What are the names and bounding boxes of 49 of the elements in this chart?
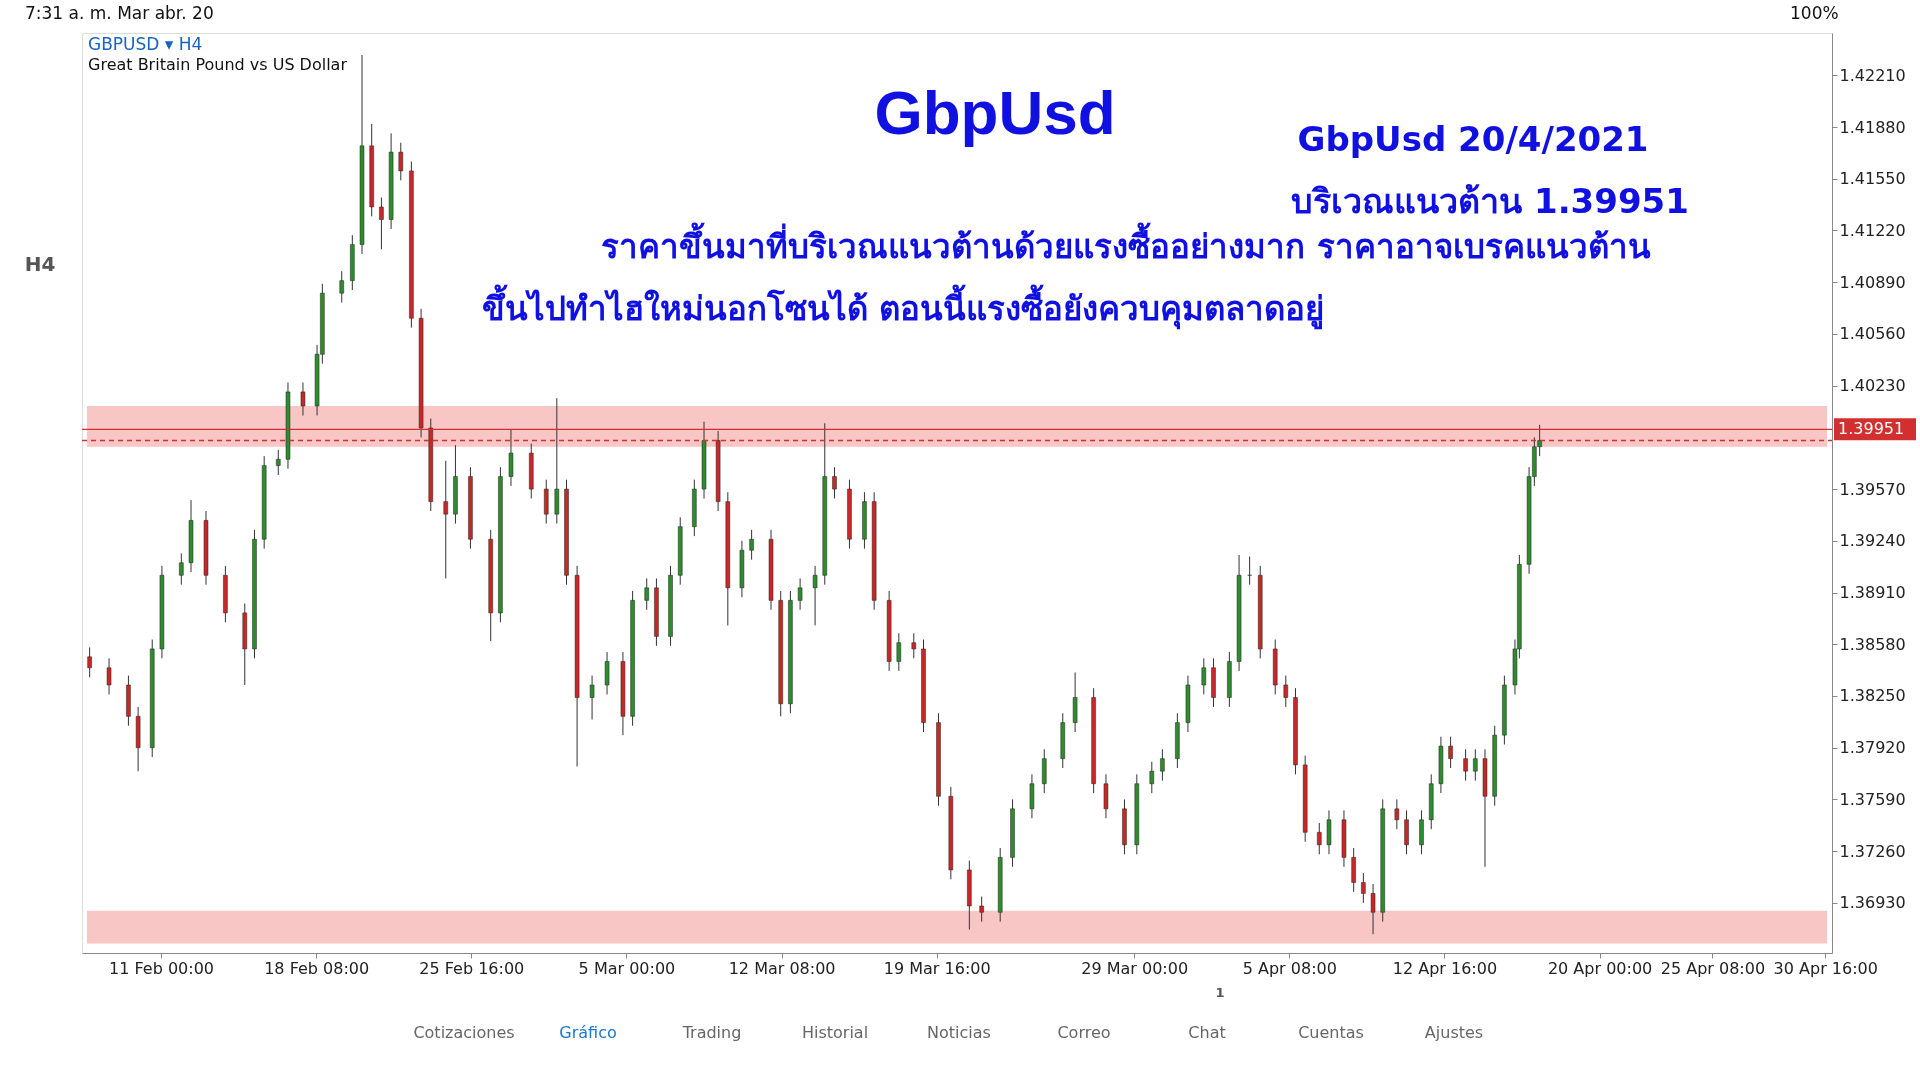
y-tick-label: 1.40230 [1839, 376, 1906, 396]
x-tick-label: 18 Feb 08:00 [264, 958, 370, 978]
text: H4 [24, 252, 56, 276]
x-tick-label: 5 Mar 00:00 [578, 958, 676, 978]
annotation: Great Britain Pound vs US Dollar [88, 55, 348, 74]
y-tick-label: 1.40560 [1839, 324, 1906, 344]
annotation: บริเวณแนวต้าน 1.39951 [1291, 181, 1689, 221]
text: Noticias [927, 1023, 991, 1042]
y-tick-label: 1.41220 [1839, 220, 1906, 240]
y-tick-label: 1.39570 [1839, 479, 1906, 499]
y-tick-label: 1.36930 [1839, 893, 1906, 913]
x-tick-label: 19 Mar 16:00 [883, 958, 991, 978]
y-tick-label: 1.37590 [1839, 789, 1906, 809]
x-tick-label: 25 Apr 08:00 [1660, 958, 1766, 978]
text: Cuentas [1298, 1023, 1364, 1042]
x-tick-label: 20 Apr 00:00 [1547, 958, 1653, 978]
y-tick-label: 1.39240 [1839, 531, 1906, 551]
x-tick-label: 25 Feb 16:00 [419, 958, 525, 978]
text: Chat [1188, 1023, 1226, 1042]
text: 7:31 a. m. Mar abr. 20 [25, 3, 214, 23]
ref-line-label: 1.39951 [1838, 419, 1905, 439]
text: Correo [1057, 1023, 1111, 1042]
y-tick-label: 1.38250 [1839, 686, 1906, 706]
y-tick-label: 1.41880 [1839, 117, 1906, 137]
x-tick-label: 11 Feb 00:00 [109, 958, 215, 978]
text: 1 [1215, 985, 1225, 1000]
x-tick-label: 12 Mar 08:00 [728, 958, 836, 978]
annotation: ราคาขึ้นมาที่บริเวณแนวต้านด้วยแรงซื้ออย่างมาก ราคาอาจเบรคแนวต้าน [601, 222, 1651, 266]
text: Ajustes [1424, 1023, 1484, 1042]
annotation: GBPUSD ▾ H4 [88, 34, 203, 54]
text: Trading [681, 1023, 742, 1042]
y-tick-label: 1.41550 [1839, 169, 1906, 189]
x-tick-label: 5 Apr 08:00 [1242, 958, 1337, 978]
x-tick-label: 30 Apr 16:00 [1773, 958, 1878, 978]
text: Cotizaciones [413, 1023, 515, 1042]
y-tick-label: 1.37260 [1839, 841, 1906, 861]
annotation: ขึ้นไปทำไฮใหม่นอกโซนได้ ตอนนี้แรงซื้อยังควบคุมตลาดอยู่ [482, 284, 1325, 330]
text: Gráfico [559, 1023, 617, 1042]
y-tick-label: 1.40890 [1839, 272, 1906, 292]
y-tick-label: 1.38910 [1839, 583, 1906, 603]
y-tick-label: 1.42210 [1839, 65, 1906, 85]
y-tick-label: 1.37920 [1839, 738, 1906, 758]
x-tick-label: 29 Mar 00:00 [1081, 958, 1189, 978]
annotation: GbpUsd 20/4/2021 [1297, 119, 1649, 159]
x-tick-label: 12 Apr 16:00 [1392, 958, 1498, 978]
text: Historial [801, 1023, 869, 1042]
y-tick-label: 1.38580 [1839, 634, 1906, 654]
text: GbpUsd [874, 78, 1116, 147]
text: 100% [1790, 3, 1839, 23]
